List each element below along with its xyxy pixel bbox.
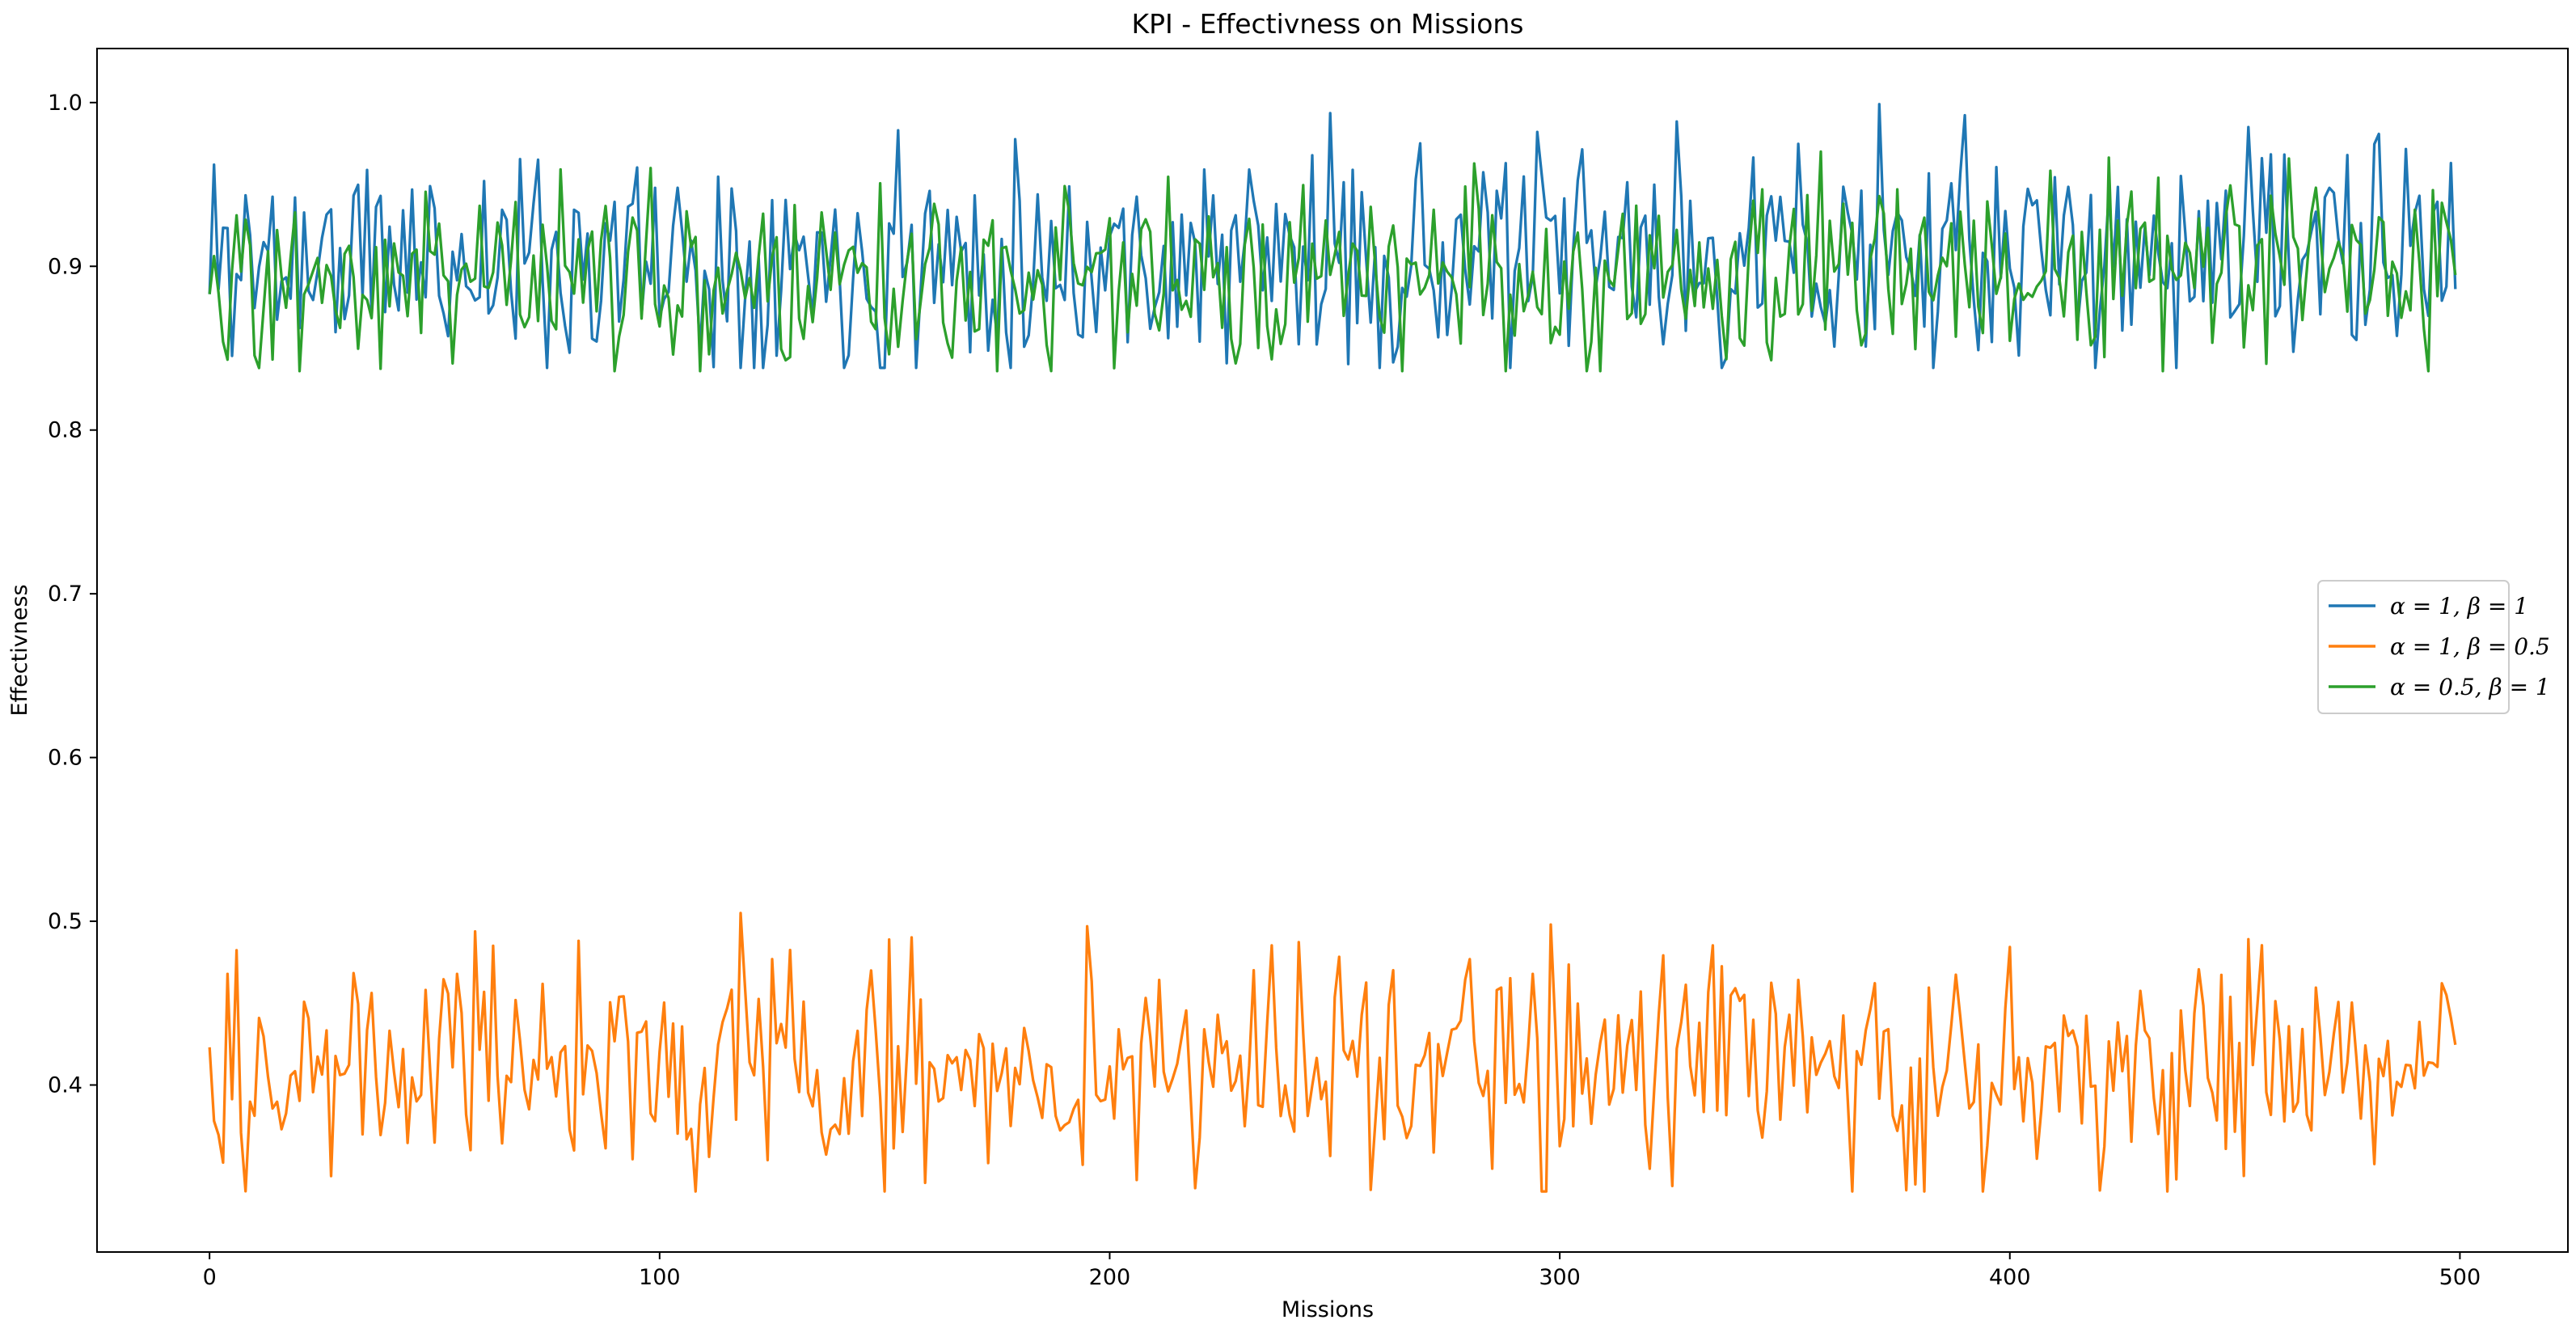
series-layer [208,103,2457,1193]
series-line-3 [208,150,2457,373]
y-tick-label: 0.7 [48,582,82,607]
series-line-1 [208,103,2457,370]
chart-title: KPI - Effectivness on Missions [1131,8,1523,40]
y-tick-label: 0.6 [48,746,82,771]
plot-area [96,48,2569,1253]
x-tick-label: 300 [1539,1265,1581,1290]
y-tick-label: 0.5 [48,909,82,934]
legend-label-3: α = 0.5, β = 1 [2390,674,2550,700]
x-axis: 0 100 200 300 400 500 [203,1252,2481,1290]
series-line-2 [208,912,2457,1193]
y-axis-label: Effectivness [7,584,32,716]
legend-box [2317,580,2510,714]
x-tick-label: 0 [203,1265,217,1290]
y-tick-label: 0.9 [48,254,82,279]
y-axis: 0.4 0.5 0.6 0.7 0.8 0.9 1.0 [48,91,97,1098]
legend-label-1: α = 1, β = 1 [2390,593,2528,620]
x-tick-label: 400 [1989,1265,2031,1290]
x-tick-label: 100 [639,1265,681,1290]
x-tick-label: 500 [2439,1265,2481,1290]
legend-label-2: α = 1, β = 0.5 [2390,633,2550,660]
legend-items: α = 1, β = 1 α = 1, β = 0.5 α = 0.5, β = 1 [2329,593,2550,700]
x-axis-label: Missions [1282,1297,1374,1322]
y-tick-label: 0.4 [48,1073,82,1098]
x-tick-label: 200 [1089,1265,1131,1290]
y-tick-label: 1.0 [48,91,82,116]
y-tick-label: 0.8 [48,418,82,443]
legend: α = 1, β = 1 α = 1, β = 0.5 α = 0.5, β = 1 [2317,580,2550,714]
axes-frame [96,48,2569,1253]
